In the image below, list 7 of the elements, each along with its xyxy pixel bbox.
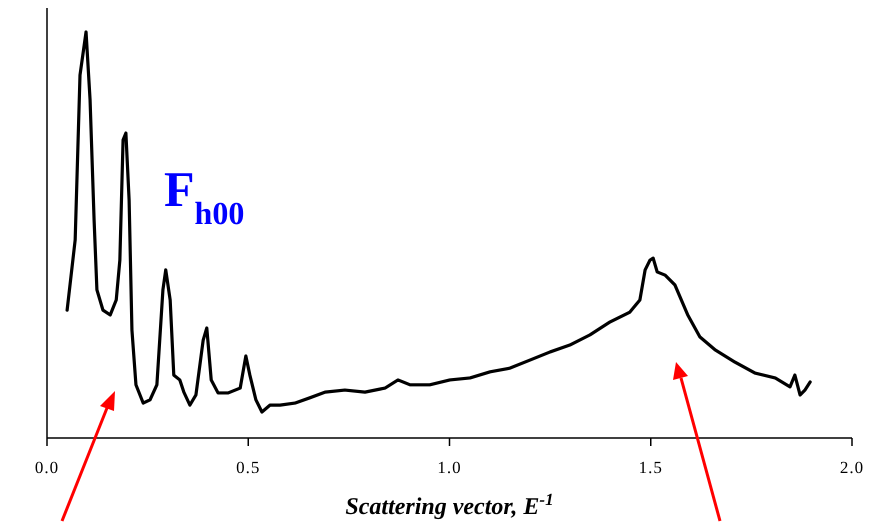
x-tick-label: 1.0 — [437, 458, 462, 477]
x-axis-title: Scattering vector, E$^{-1}$ — [345, 490, 554, 520]
x-tick-label: 1.5 — [638, 458, 663, 477]
x-tick-label: 0.0 — [34, 458, 60, 477]
annotation: F$_{h00}$ — [164, 161, 244, 231]
x-tick-label: 0.5 — [236, 458, 260, 477]
x-tick-label: 2.0 — [840, 458, 864, 477]
